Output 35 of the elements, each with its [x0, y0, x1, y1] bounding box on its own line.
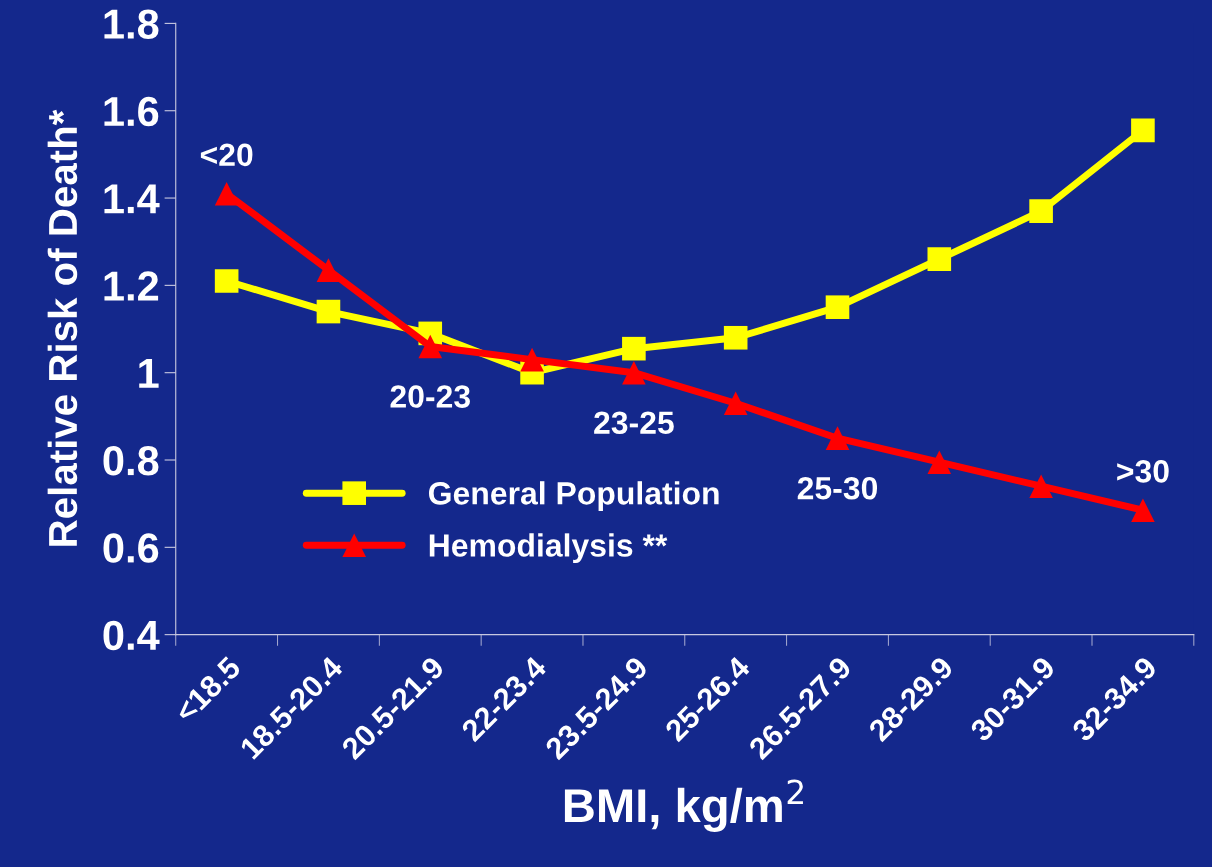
x-axis-title: BMI, kg/m$^{2}$ — [564, 779, 803, 833]
annotation: <20 — [200, 143, 253, 167]
y-tick-label: 0.6 — [103, 533, 159, 563]
legend-label: General Population — [429, 481, 719, 511]
y-tick-label: 0.8 — [103, 446, 159, 476]
y-axis-title: Relative Risk of Death* — [47, 109, 78, 546]
y-tick-label: 1.8 — [104, 9, 159, 39]
annotation: 25-30 — [797, 476, 878, 500]
annotation: 23-25 — [594, 411, 674, 435]
y-tick-label: 0.4 — [103, 620, 160, 651]
legend-label: Hemodialysis ** — [429, 533, 668, 564]
point — [927, 450, 952, 474]
point — [622, 360, 646, 385]
point — [723, 325, 748, 350]
annotation: 20-23 — [390, 385, 470, 408]
y-tick-label: 1.4 — [104, 184, 160, 214]
point — [316, 258, 341, 282]
annotation: >30 — [1117, 460, 1169, 483]
point — [825, 426, 850, 450]
point — [1029, 474, 1053, 499]
point — [723, 391, 748, 416]
point — [1131, 118, 1155, 143]
point — [1029, 199, 1053, 223]
y-tick-label: 1.6 — [104, 96, 159, 127]
point — [622, 336, 646, 361]
point — [825, 295, 850, 319]
point — [214, 269, 239, 293]
point — [316, 299, 341, 324]
point — [214, 181, 239, 206]
point — [927, 247, 952, 271]
point — [418, 334, 443, 359]
point — [520, 347, 544, 372]
y-tick-label: 1 — [139, 359, 159, 388]
point — [1131, 498, 1155, 523]
y-tick-label: 1.2 — [104, 271, 159, 301]
